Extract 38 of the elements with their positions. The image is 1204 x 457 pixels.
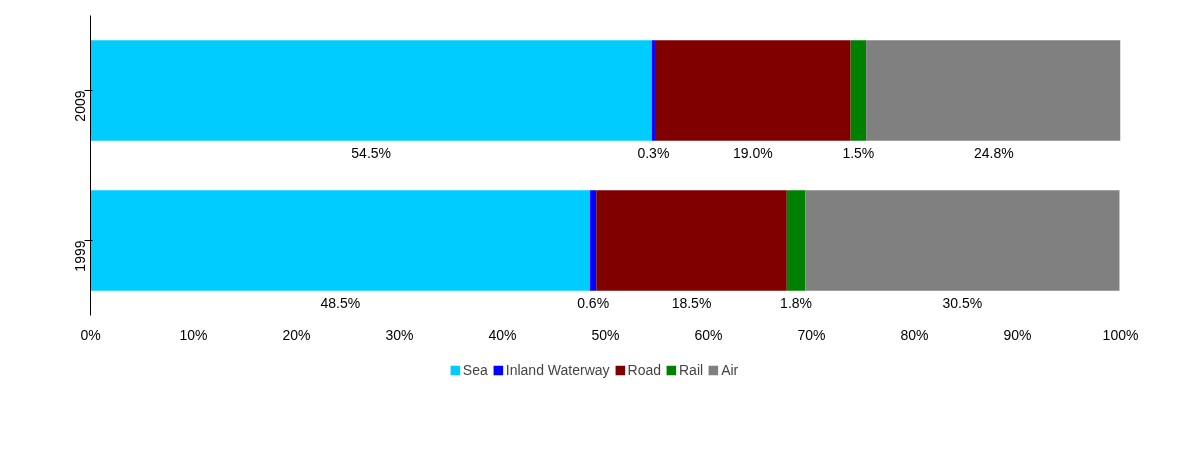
bar	[805, 190, 1120, 291]
data-label: 0.3%	[637, 145, 670, 162]
y-tick-label: 2009	[71, 90, 88, 122]
data-label: 18.5%	[671, 295, 712, 312]
x-tick-label: 90%	[1003, 326, 1032, 343]
bar	[654, 40, 851, 141]
bar	[90, 190, 591, 291]
y-tick-label: 1999	[71, 240, 88, 272]
bar	[596, 190, 787, 291]
bar	[866, 40, 1121, 141]
data-label: 54.5%	[351, 145, 392, 162]
x-tick-label: 50%	[591, 326, 620, 343]
legend-label: Sea	[462, 362, 488, 378]
bar	[590, 190, 597, 291]
legend-label: Air	[721, 362, 740, 378]
bar	[651, 40, 655, 141]
data-label: 1.8%	[780, 295, 813, 312]
bar	[850, 40, 867, 141]
legend-label: Inland Waterway	[505, 362, 610, 378]
data-label: 30.5%	[942, 295, 983, 312]
data-label: 48.5%	[320, 295, 361, 312]
x-tick-label: 30%	[385, 326, 414, 343]
x-tick-label: 40%	[488, 326, 517, 343]
x-tick-label: 20%	[282, 326, 311, 343]
bar	[90, 40, 652, 141]
data-label: 24.8%	[973, 145, 1014, 162]
x-tick-label: 70%	[797, 326, 826, 343]
data-label: 1.5%	[842, 145, 875, 162]
x-tick-label: 10%	[179, 326, 208, 343]
x-tick-label: 60%	[694, 326, 723, 343]
bar	[786, 190, 806, 291]
x-tick-label: 0%	[80, 326, 101, 343]
data-label: 19.0%	[732, 145, 773, 162]
legend-label: Road	[627, 362, 662, 378]
x-tick-label: 80%	[900, 326, 929, 343]
legend-label: Rail	[679, 362, 704, 378]
x-tick-label: 100%	[1102, 326, 1139, 343]
data-label: 0.6%	[577, 295, 610, 312]
